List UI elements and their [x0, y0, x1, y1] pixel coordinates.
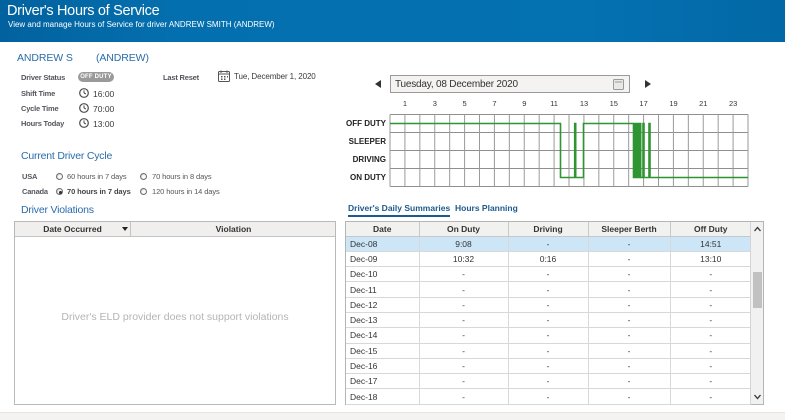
svg-text:19: 19 — [669, 99, 677, 108]
svg-text:23: 23 — [729, 99, 737, 108]
svg-text:15: 15 — [610, 99, 618, 108]
svg-text:17: 17 — [639, 99, 647, 108]
svg-text:9: 9 — [522, 99, 526, 108]
svg-text:DRIVING: DRIVING — [353, 155, 386, 164]
svg-text:SLEEPER: SLEEPER — [349, 137, 387, 146]
svg-text:3: 3 — [433, 99, 437, 108]
svg-text:5: 5 — [463, 99, 467, 108]
svg-text:ON DUTY: ON DUTY — [350, 173, 387, 182]
svg-text:OFF DUTY: OFF DUTY — [346, 119, 387, 128]
svg-text:7: 7 — [492, 99, 496, 108]
svg-text:1: 1 — [403, 99, 407, 108]
svg-text:11: 11 — [550, 99, 558, 108]
svg-text:13: 13 — [580, 99, 588, 108]
svg-text:21: 21 — [699, 99, 707, 108]
